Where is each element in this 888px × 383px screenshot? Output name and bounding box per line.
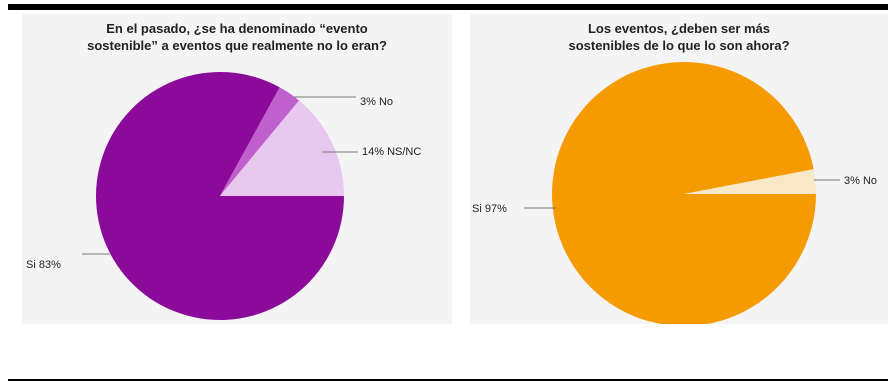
pie-slice-no <box>220 87 300 196</box>
chart-title-right: Los eventos, ¿deben ser más sostenibles … <box>568 21 790 53</box>
pie-slice-si <box>552 62 816 324</box>
pie-chart-right: Si 97% 3% No <box>472 62 877 324</box>
chart-panel-left: En el pasado, ¿se ha denominado “evento … <box>22 14 452 324</box>
pie-slice-ns-nc <box>220 100 344 196</box>
slice-label: Si 83% <box>26 259 61 271</box>
slice-label: 3% No <box>844 175 877 187</box>
top-rule <box>8 4 888 10</box>
slice-label: 3% No <box>360 96 393 108</box>
slice-label: 14% NS/NC <box>362 146 421 158</box>
chart-title-left: En el pasado, ¿se ha denominado “evento … <box>87 21 387 53</box>
bottom-rule <box>8 379 888 381</box>
slice-label: Si 97% <box>472 203 507 215</box>
pie-chart-left: Si 83% 3% No 14% NS/NC <box>26 71 421 320</box>
chart-panel-right: Los eventos, ¿deben ser más sostenibles … <box>470 14 888 324</box>
pie-slice-no <box>684 169 816 194</box>
